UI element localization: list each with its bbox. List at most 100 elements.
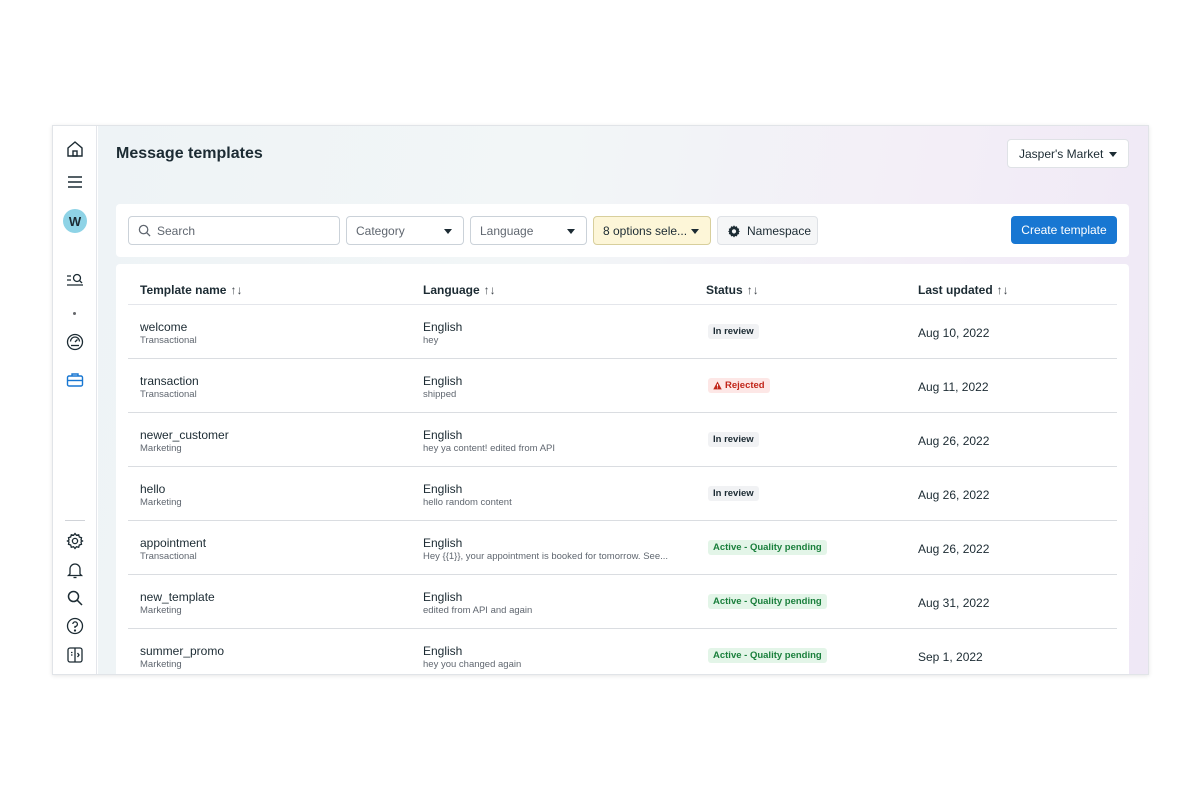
template-category: Transactional (140, 335, 197, 346)
search-box[interactable] (128, 216, 340, 245)
sort-icon: ↑↓ (230, 283, 243, 297)
status-badge: In review (708, 486, 759, 501)
home-icon[interactable] (62, 137, 88, 161)
template-body-preview: Hey {{1}}, your appointment is booked fo… (423, 551, 669, 562)
template-body-preview: hello random content (423, 497, 512, 508)
template-category: Marketing (140, 497, 182, 508)
template-name-cell: appointment Transactional (140, 536, 206, 563)
settings-gear-icon[interactable] (62, 529, 88, 553)
language-cell: English edited from API and again (423, 590, 532, 617)
language-cell: English hey ya content! edited from API (423, 428, 555, 455)
template-name: appointment (140, 536, 207, 550)
template-category: Transactional (140, 551, 197, 562)
template-language: English (423, 644, 463, 658)
create-template-button[interactable]: Create template (1011, 216, 1117, 244)
column-header-last-updated[interactable]: Last updated ↑↓ (918, 283, 1009, 297)
template-body-preview: hey ya content! edited from API (423, 443, 556, 454)
namespace-button[interactable]: Namespace (717, 216, 818, 245)
status-options-label: 8 options sele... (603, 223, 688, 238)
template-name-cell: summer_promo Marketing (140, 644, 224, 671)
filter-toolbar: Category Language 8 options sele... Name… (116, 204, 1129, 257)
template-category: Marketing (140, 659, 182, 670)
status-options-dropdown[interactable]: 8 options sele... (593, 216, 711, 245)
column-header-language[interactable]: Language ↑↓ (423, 283, 496, 297)
app-window: W Message templates Jasper (52, 125, 1149, 675)
page-title: Message templates (116, 145, 263, 162)
template-category: Marketing (140, 443, 182, 454)
search-icon[interactable] (62, 586, 88, 610)
language-dropdown-label: Language (480, 223, 534, 238)
language-cell: English shipped (423, 374, 462, 401)
template-language: English (423, 482, 463, 496)
template-category: Transactional (140, 389, 197, 400)
template-body-preview: shipped (423, 389, 457, 400)
language-cell: English hey (423, 320, 462, 347)
status-badge: In review (708, 432, 759, 447)
category-dropdown[interactable]: Category (346, 216, 464, 245)
template-name-cell: new_template Marketing (140, 590, 215, 617)
template-language: English (423, 536, 463, 550)
template-name-cell: newer_customer Marketing (140, 428, 229, 455)
language-cell: English hello random content (423, 482, 512, 509)
table-row[interactable]: newer_customer Marketing English hey ya co… (128, 413, 1117, 467)
template-language: English (423, 320, 463, 334)
chevron-down-icon (691, 229, 699, 234)
last-updated: Aug 11, 2022 (918, 380, 989, 394)
column-header-status[interactable]: Status ↑↓ (706, 283, 759, 297)
column-header-template-name[interactable]: Template name ↑↓ (140, 283, 243, 297)
status-badge: Active - Quality pending (708, 540, 827, 555)
menu-icon[interactable] (62, 170, 88, 194)
template-body-preview: hey you changed again (423, 659, 522, 670)
category-dropdown-label: Category (356, 223, 405, 238)
template-name: welcome (140, 320, 188, 334)
template-name: transaction (140, 374, 199, 388)
template-language: English (423, 374, 463, 388)
status-badge: Active - Quality pending (708, 648, 827, 663)
account-name: Jasper's Market (1019, 146, 1104, 161)
template-language: English (423, 590, 463, 604)
language-dropdown[interactable]: Language (470, 216, 587, 245)
last-updated: Aug 31, 2022 (918, 596, 990, 610)
table-row[interactable]: transaction Transactional English shipped … (128, 359, 1117, 413)
table-row[interactable]: welcome Transactional English hey In revie… (128, 305, 1117, 359)
help-icon[interactable] (62, 614, 88, 638)
templates-table: Template name ↑↓ Language ↑↓ Status ↑↓ Last… (116, 264, 1129, 674)
chevron-down-icon (1109, 152, 1117, 157)
sort-icon: ↑↓ (746, 283, 759, 297)
account-selector[interactable]: Jasper's Market (1007, 139, 1129, 168)
dashboard-gauge-icon[interactable] (62, 330, 88, 354)
template-body-preview: hey (423, 335, 439, 346)
search-icon (138, 224, 151, 237)
status-badge: Rejected (708, 378, 770, 393)
template-language: English (423, 428, 463, 442)
last-updated: Aug 26, 2022 (918, 434, 990, 448)
namespace-label: Namespace (747, 223, 812, 238)
template-name-cell: welcome Transactional (140, 320, 197, 347)
sort-icon: ↑↓ (996, 283, 1009, 297)
panel-toggle-icon[interactable] (62, 643, 88, 667)
table-header: Template name ↑↓ Language ↑↓ Status ↑↓ Last… (128, 264, 1117, 305)
template-name: newer_customer (140, 428, 229, 442)
briefcase-icon[interactable] (62, 368, 88, 392)
warning-icon (713, 381, 722, 390)
search-input[interactable] (157, 223, 337, 238)
search-list-icon[interactable] (62, 267, 88, 291)
table-row[interactable]: new_template Marketing English edited from… (128, 575, 1117, 629)
template-name: summer_promo (140, 644, 225, 658)
template-name-cell: hello Marketing (140, 482, 182, 509)
chevron-down-icon (444, 229, 452, 234)
table-row[interactable]: appointment Transactional English Hey {{1}… (128, 521, 1117, 575)
language-cell: English Hey {{1}}, your appointment is bo… (423, 536, 668, 563)
table-row[interactable]: summer_promo Marketing English hey you cha… (128, 629, 1117, 674)
template-body-preview: edited from API and again (423, 605, 533, 616)
template-category: Marketing (140, 605, 182, 616)
status-badge: Active - Quality pending (708, 594, 827, 609)
template-name: hello (140, 482, 166, 496)
avatar[interactable]: W (63, 209, 87, 233)
chevron-down-icon (567, 229, 575, 234)
table-row[interactable]: hello Marketing English hello random conte… (128, 467, 1117, 521)
last-updated: Aug 10, 2022 (918, 326, 990, 340)
notifications-bell-icon[interactable] (62, 558, 88, 582)
last-updated: Aug 26, 2022 (918, 488, 990, 502)
rail-divider (65, 520, 85, 521)
